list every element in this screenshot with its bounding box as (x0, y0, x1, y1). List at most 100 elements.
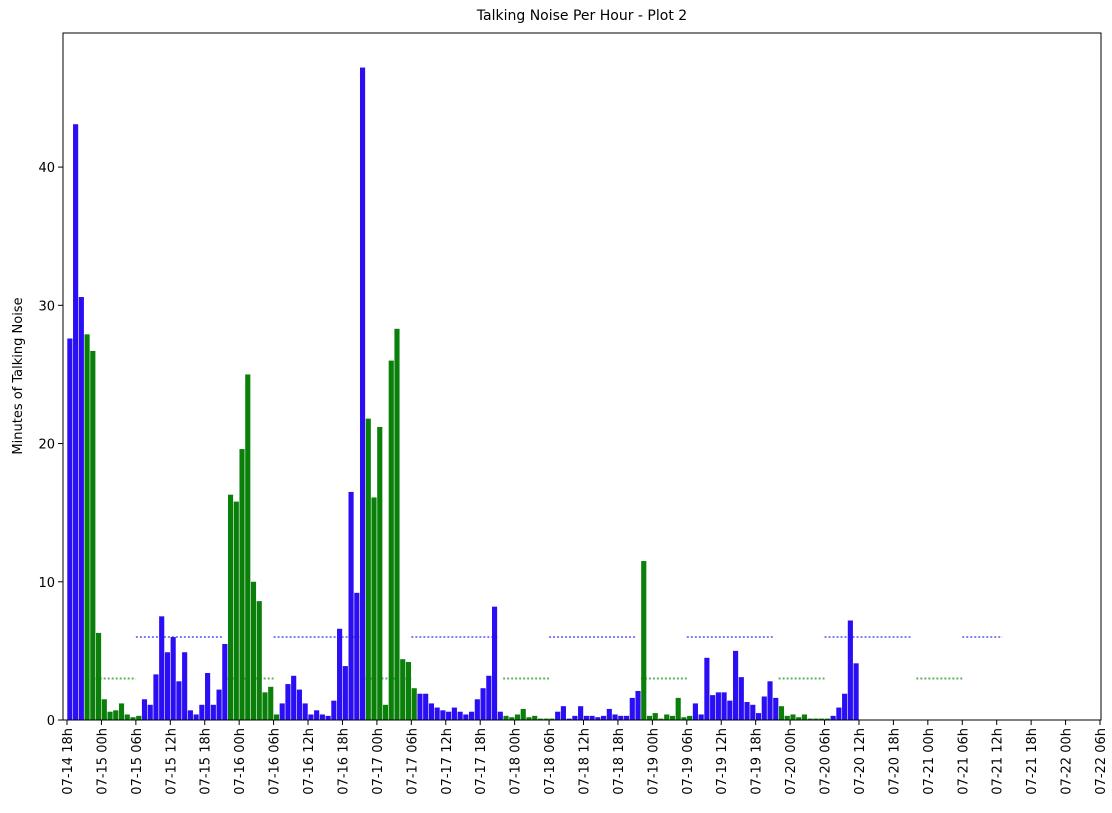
bar (354, 592, 360, 720)
bar (727, 700, 733, 720)
bar (331, 700, 337, 720)
bar (601, 715, 607, 720)
x-tick-label: 07-16 06h (268, 728, 283, 795)
bar (423, 693, 429, 720)
bar (623, 715, 630, 720)
x-tick-label: 07-16 12h (302, 728, 317, 795)
bar (417, 693, 423, 720)
bar (73, 124, 79, 721)
bar (635, 690, 641, 720)
bar (698, 714, 704, 720)
bar (285, 684, 291, 720)
bar (428, 703, 434, 720)
bar (101, 699, 107, 720)
bar (337, 628, 343, 720)
bar (371, 497, 377, 720)
x-tick-label: 07-19 18h (750, 728, 765, 795)
bar (480, 688, 486, 720)
bar (491, 606, 498, 720)
bar (778, 706, 785, 720)
bar (715, 692, 721, 720)
bar (583, 715, 589, 720)
x-tick-label: 07-20 00h (784, 728, 799, 795)
bar (755, 713, 762, 720)
x-tick-label: 07-14 18h (61, 728, 76, 795)
bar (807, 718, 813, 720)
x-tick-label: 07-18 00h (509, 728, 524, 795)
bar (463, 714, 469, 720)
bar (394, 328, 400, 720)
bar (262, 692, 268, 720)
bar (113, 710, 119, 720)
bar (388, 360, 394, 720)
bar (107, 711, 113, 720)
bar (193, 714, 199, 720)
bar (268, 686, 274, 720)
bar (78, 297, 84, 720)
bar (440, 710, 446, 720)
bar (159, 616, 165, 720)
y-tick-label: 30 (38, 299, 55, 314)
bar (773, 697, 779, 720)
x-tick-label: 07-22 06h (1094, 728, 1109, 795)
bar (67, 338, 73, 720)
bar (486, 675, 492, 720)
bar (348, 491, 354, 720)
x-tick-label: 07-21 18h (1025, 728, 1040, 795)
bar (291, 675, 297, 720)
bar (170, 637, 176, 720)
bar (675, 697, 681, 720)
bar (446, 711, 452, 720)
bar (90, 350, 96, 720)
bar (681, 717, 687, 720)
bar (704, 657, 710, 720)
bar (555, 711, 561, 720)
bar (239, 449, 245, 720)
x-tick-label: 07-17 18h (474, 728, 489, 795)
bar (250, 581, 257, 720)
bar (629, 697, 635, 720)
y-tick-label: 20 (38, 438, 55, 453)
bar (842, 693, 848, 720)
bar (359, 67, 366, 720)
bar (646, 715, 653, 720)
bar (187, 710, 193, 720)
bar (279, 703, 285, 720)
bar (474, 699, 480, 720)
bar (801, 714, 808, 720)
x-tick-label: 07-15 18h (199, 728, 214, 795)
bar (658, 718, 664, 720)
x-tick-label: 07-15 00h (95, 728, 110, 795)
x-tick-label: 07-20 12h (853, 728, 868, 795)
bar (687, 715, 693, 720)
bar (210, 704, 216, 720)
chart-title: Talking Noise Per Hour - Plot 2 (476, 8, 687, 24)
bar (549, 718, 555, 720)
bar (560, 706, 566, 720)
bar (813, 718, 819, 720)
x-tick-label: 07-21 06h (956, 728, 971, 795)
bar (692, 703, 698, 720)
bar (141, 699, 148, 720)
bar (767, 681, 773, 720)
bar (543, 718, 549, 720)
bar (796, 717, 802, 720)
x-tick-label: 07-21 12h (991, 728, 1006, 795)
x-tick-label: 07-15 06h (130, 728, 145, 795)
bar (365, 418, 371, 720)
bar (296, 689, 302, 720)
x-tick-label: 07-16 00h (233, 728, 248, 795)
bar (164, 652, 170, 720)
bar (147, 704, 153, 720)
x-tick-label: 07-21 00h (922, 728, 937, 795)
bar (222, 643, 228, 720)
bar (744, 702, 750, 720)
bar (497, 711, 503, 720)
x-tick-label: 07-17 00h (371, 728, 386, 795)
bar (819, 718, 825, 720)
bar (205, 673, 211, 720)
bar (405, 661, 412, 720)
bar (589, 715, 595, 720)
